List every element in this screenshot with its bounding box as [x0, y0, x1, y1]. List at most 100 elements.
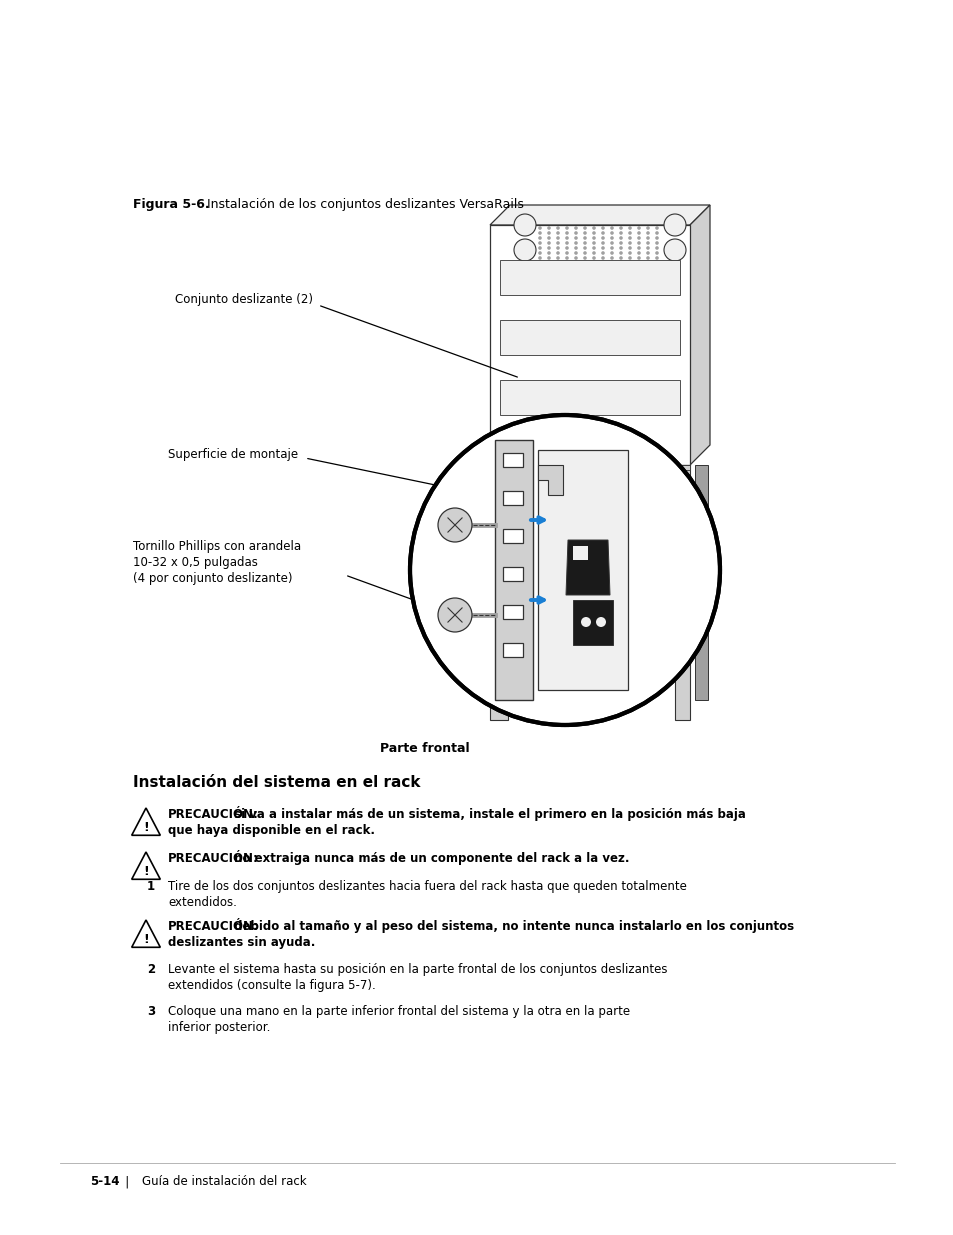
Circle shape — [618, 226, 622, 230]
Circle shape — [556, 231, 559, 235]
Text: inferior posterior.: inferior posterior. — [168, 1021, 270, 1034]
Circle shape — [627, 241, 631, 245]
Circle shape — [514, 240, 536, 261]
Bar — [495, 440, 533, 700]
Bar — [493, 610, 504, 619]
Circle shape — [537, 226, 541, 230]
Circle shape — [592, 251, 596, 254]
Bar — [493, 550, 504, 559]
Circle shape — [637, 251, 640, 254]
Text: Coloque una mano en la parte inferior frontal del sistema y la otra en la parte: Coloque una mano en la parte inferior fr… — [168, 1005, 630, 1018]
Circle shape — [627, 246, 631, 249]
Circle shape — [547, 241, 550, 245]
Bar — [537, 450, 627, 690]
Circle shape — [592, 241, 596, 245]
Circle shape — [645, 246, 649, 249]
Bar — [502, 643, 522, 657]
Polygon shape — [565, 540, 609, 595]
Circle shape — [663, 214, 685, 236]
Circle shape — [582, 231, 586, 235]
Circle shape — [547, 231, 550, 235]
Text: 3: 3 — [147, 1005, 155, 1018]
Circle shape — [564, 231, 568, 235]
Circle shape — [574, 241, 578, 245]
Text: Parte frontal: Parte frontal — [379, 742, 469, 755]
Polygon shape — [132, 920, 160, 947]
Circle shape — [564, 236, 568, 240]
Circle shape — [610, 251, 613, 254]
Bar — [493, 580, 504, 589]
Circle shape — [618, 256, 622, 259]
Circle shape — [645, 236, 649, 240]
Text: Guía de instalación del rack: Guía de instalación del rack — [142, 1174, 306, 1188]
Circle shape — [514, 214, 536, 236]
Circle shape — [592, 231, 596, 235]
Bar — [502, 492, 522, 505]
Circle shape — [610, 231, 613, 235]
Circle shape — [410, 415, 720, 725]
Circle shape — [655, 226, 659, 230]
Circle shape — [655, 256, 659, 259]
Text: Tornillo Phillips con arandela: Tornillo Phillips con arandela — [132, 540, 301, 553]
Bar — [695, 466, 707, 700]
Circle shape — [645, 241, 649, 245]
Circle shape — [556, 236, 559, 240]
Polygon shape — [132, 852, 160, 879]
Circle shape — [600, 236, 604, 240]
Circle shape — [655, 236, 659, 240]
Text: deslizantes sin ayuda.: deslizantes sin ayuda. — [168, 936, 315, 948]
Circle shape — [618, 246, 622, 249]
Circle shape — [637, 256, 640, 259]
Circle shape — [637, 241, 640, 245]
Circle shape — [437, 598, 472, 632]
Circle shape — [582, 246, 586, 249]
Circle shape — [600, 226, 604, 230]
Text: Tire de los dos conjuntos deslizantes hacia fuera del rack hasta que queden tota: Tire de los dos conjuntos deslizantes ha… — [168, 881, 686, 893]
Circle shape — [582, 241, 586, 245]
Circle shape — [600, 246, 604, 249]
Circle shape — [610, 241, 613, 245]
Circle shape — [618, 231, 622, 235]
Circle shape — [618, 251, 622, 254]
Circle shape — [627, 231, 631, 235]
Circle shape — [637, 226, 640, 230]
Circle shape — [547, 256, 550, 259]
Circle shape — [537, 246, 541, 249]
Text: Instalación del sistema en el rack: Instalación del sistema en el rack — [132, 776, 420, 790]
Circle shape — [645, 226, 649, 230]
Circle shape — [574, 256, 578, 259]
Circle shape — [574, 251, 578, 254]
Text: extendidos.: extendidos. — [168, 897, 236, 909]
Bar — [499, 380, 679, 415]
Circle shape — [637, 236, 640, 240]
Circle shape — [556, 251, 559, 254]
Circle shape — [663, 240, 685, 261]
Bar — [493, 671, 504, 679]
Polygon shape — [689, 205, 709, 466]
Circle shape — [610, 236, 613, 240]
Circle shape — [547, 251, 550, 254]
Circle shape — [582, 256, 586, 259]
Text: |: | — [113, 1174, 140, 1188]
Circle shape — [627, 251, 631, 254]
Text: que haya disponible en el rack.: que haya disponible en el rack. — [168, 824, 375, 837]
Circle shape — [618, 236, 622, 240]
Circle shape — [592, 226, 596, 230]
Circle shape — [627, 236, 631, 240]
Bar — [490, 225, 689, 466]
Circle shape — [556, 246, 559, 249]
Circle shape — [592, 236, 596, 240]
Circle shape — [537, 236, 541, 240]
Bar — [493, 640, 504, 650]
Circle shape — [564, 226, 568, 230]
Circle shape — [655, 251, 659, 254]
Circle shape — [547, 246, 550, 249]
Circle shape — [610, 226, 613, 230]
Bar — [499, 320, 679, 354]
Circle shape — [574, 226, 578, 230]
Bar — [502, 453, 522, 467]
Circle shape — [582, 226, 586, 230]
Circle shape — [645, 251, 649, 254]
Circle shape — [564, 256, 568, 259]
Circle shape — [574, 246, 578, 249]
